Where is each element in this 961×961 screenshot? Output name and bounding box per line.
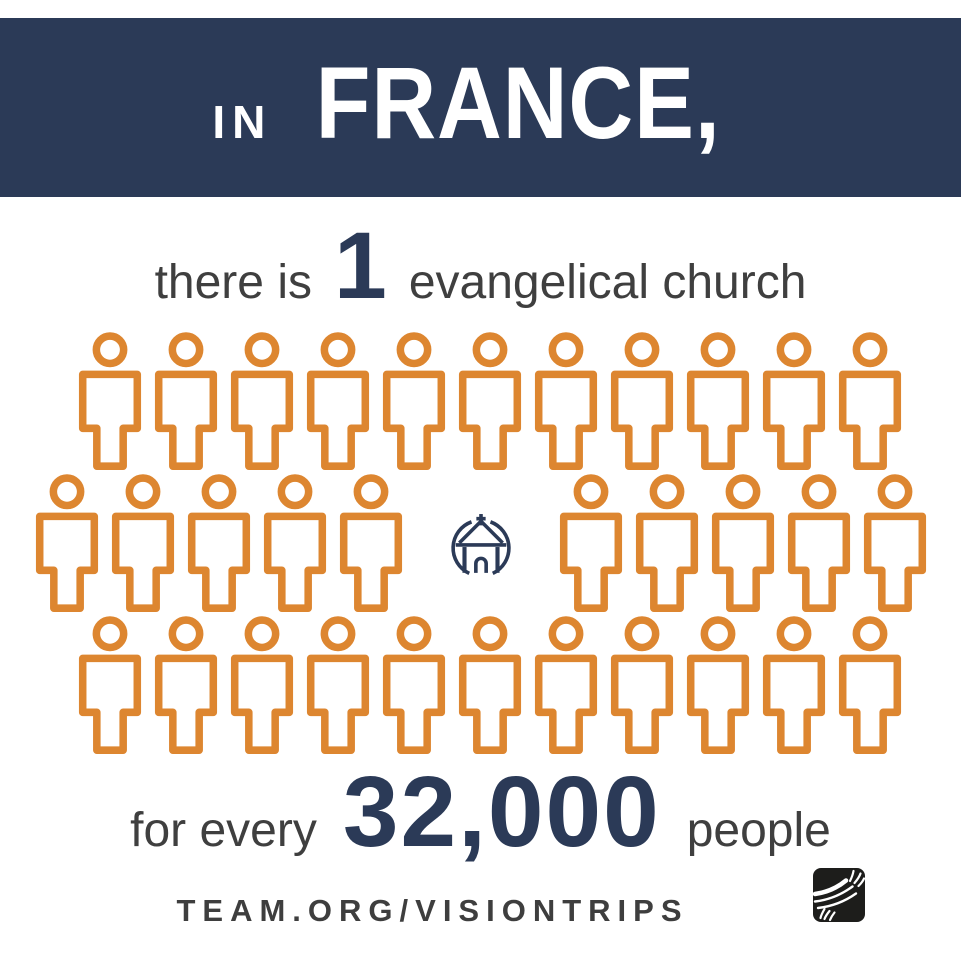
top-margin-strip (0, 0, 961, 18)
person-outline-icon (306, 616, 369, 754)
person-slot (230, 612, 294, 754)
person-outline-icon (610, 616, 673, 754)
person-slot (458, 328, 522, 471)
person-outline-icon (154, 332, 217, 471)
person-outline-icon (339, 474, 402, 612)
person-outline-icon (458, 332, 521, 471)
person-slot (382, 612, 446, 754)
person-slot (711, 470, 775, 612)
person-slot (78, 328, 142, 471)
team-logo-icon (813, 868, 865, 922)
person-slot (863, 470, 927, 612)
person-outline-icon (78, 616, 141, 754)
header-title: IN FRANCE, (212, 52, 748, 164)
person-outline-icon (382, 616, 445, 754)
statement-top-after: evangelical church (408, 256, 807, 309)
person-outline-icon (111, 474, 174, 612)
person-outline-icon (762, 332, 825, 471)
person-outline-icon (610, 332, 673, 471)
church-slot (415, 470, 547, 612)
person-slot (154, 328, 218, 471)
person-slot (686, 328, 750, 471)
person-slot (838, 612, 902, 754)
pictograph-row (9, 612, 961, 754)
person-slot (534, 328, 598, 471)
person-outline-icon (762, 616, 825, 754)
person-slot (838, 328, 902, 471)
person-outline-icon (863, 474, 926, 612)
person-outline-icon (458, 616, 521, 754)
person-outline-icon (686, 332, 749, 471)
person-outline-icon (534, 332, 597, 471)
person-outline-icon (35, 474, 98, 612)
person-slot (35, 470, 99, 612)
person-slot (382, 328, 446, 471)
person-outline-icon (838, 332, 901, 471)
church-icon (450, 514, 511, 575)
statement-people: for every 32,000 people (0, 754, 961, 880)
pictograph-row (0, 470, 961, 612)
header-band: IN FRANCE, (0, 18, 961, 197)
person-slot (559, 470, 623, 612)
person-slot (230, 328, 294, 471)
pictograph-row (9, 328, 961, 471)
person-slot (762, 612, 826, 754)
person-slot (762, 328, 826, 471)
person-outline-icon (787, 474, 850, 612)
statement-top-before: there is (154, 256, 312, 309)
footer: TEAM.ORG/VISIONTRIPS (0, 868, 961, 961)
person-outline-icon (154, 616, 217, 754)
person-slot (263, 470, 327, 612)
statement-churches: there is 1 evangelical church (0, 197, 961, 328)
statement-top-number: 1 (333, 213, 387, 319)
person-slot (787, 470, 851, 612)
person-slot (635, 470, 699, 612)
person-outline-icon (230, 332, 293, 471)
statement-bottom-number: 32,000 (342, 756, 661, 868)
header-prefix-text: IN (212, 95, 273, 148)
person-outline-icon (534, 616, 597, 754)
person-slot (306, 328, 370, 471)
statement-bottom-before: for every (130, 804, 317, 857)
person-outline-icon (382, 332, 445, 471)
person-slot (610, 612, 674, 754)
person-slot (111, 470, 175, 612)
person-slot (78, 612, 142, 754)
pictograph (0, 328, 961, 754)
person-slot (339, 470, 403, 612)
person-outline-icon (78, 332, 141, 471)
person-outline-icon (686, 616, 749, 754)
person-slot (154, 612, 218, 754)
person-slot (686, 612, 750, 754)
person-slot (610, 328, 674, 471)
footer-url-text: TEAM.ORG/VISIONTRIPS (176, 893, 689, 928)
person-slot (534, 612, 598, 754)
person-outline-icon (306, 332, 369, 471)
person-slot (458, 612, 522, 754)
person-outline-icon (263, 474, 326, 612)
statement-bottom-after: people (686, 804, 831, 857)
person-slot (306, 612, 370, 754)
person-outline-icon (559, 474, 622, 612)
person-outline-icon (187, 474, 250, 612)
header-country-text: FRANCE, (315, 45, 722, 160)
person-outline-icon (635, 474, 698, 612)
person-slot (187, 470, 251, 612)
person-outline-icon (711, 474, 774, 612)
person-outline-icon (230, 616, 293, 754)
person-outline-icon (838, 616, 901, 754)
